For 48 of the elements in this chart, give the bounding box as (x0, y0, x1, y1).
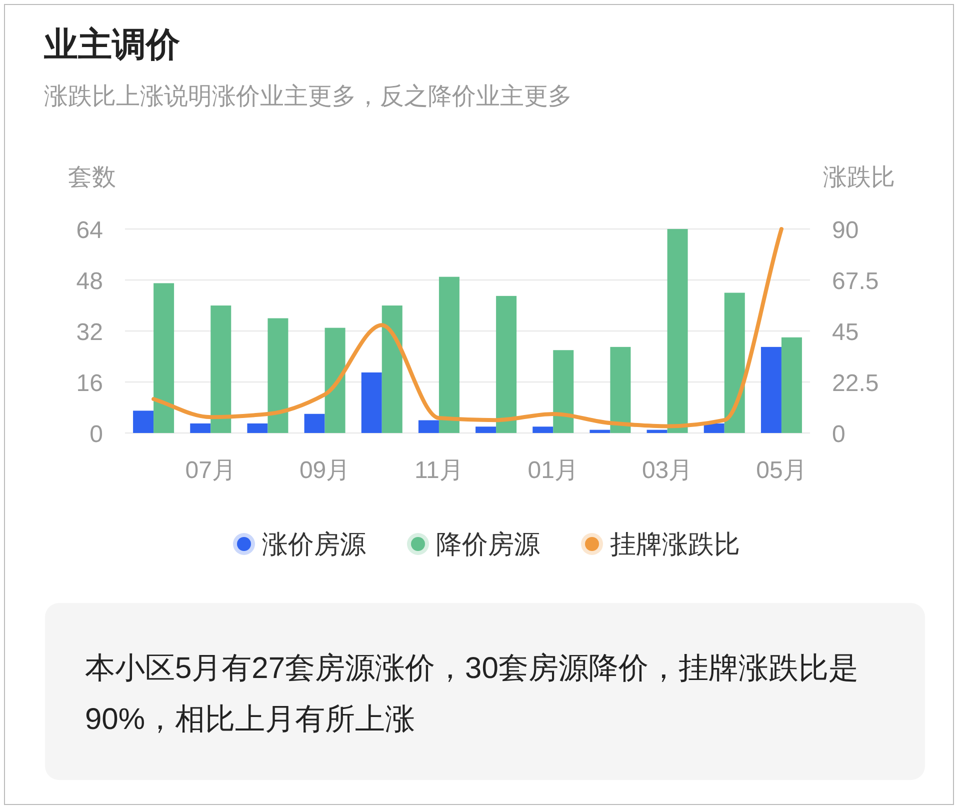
bar (667, 229, 688, 433)
bar (646, 430, 668, 433)
bar (268, 318, 288, 433)
bar (133, 410, 154, 433)
y-tick-label: 32 (76, 319, 103, 346)
bar (610, 346, 631, 433)
bar (724, 292, 745, 433)
y-tick-label: 16 (76, 370, 103, 397)
x-tick-label: 11月 (414, 457, 464, 484)
legend-label: 挂牌涨跌比 (610, 529, 740, 559)
legend-label: 涨价房源 (262, 529, 366, 559)
bar (154, 283, 174, 433)
y-axis-title: 套数 (68, 164, 116, 191)
chart-title: 业主调价 (44, 25, 180, 66)
y2-tick-label: 45 (832, 319, 859, 346)
bar (704, 423, 724, 433)
bar (304, 414, 325, 433)
y-tick-label: 48 (76, 268, 103, 295)
bar (324, 328, 346, 433)
legend-label: 降价房源 (436, 529, 540, 559)
bar (781, 337, 802, 433)
y2-tick-label: 0 (832, 421, 846, 448)
y-tick-label: 0 (90, 421, 103, 448)
bar (190, 423, 211, 433)
bar (438, 276, 460, 433)
bar (210, 306, 232, 433)
x-tick-label: 01月 (528, 457, 578, 484)
y2-axis-title: 涨跌比 (823, 164, 895, 191)
x-tick-label: 09月 (299, 457, 350, 484)
y2-tick-label: 22.5 (832, 370, 879, 397)
y-tick-label: 64 (76, 217, 103, 244)
text: 本小区5月有27套房源涨价，30套房源降价，挂牌涨跌比是90%，相比上月有所上涨 (85, 651, 860, 738)
chart-subtitle: 涨跌比上涨说明涨价业主更多，反之降价业主更多 (44, 82, 572, 112)
bar (382, 306, 402, 433)
bar (476, 426, 496, 433)
bar (496, 296, 517, 433)
bar (760, 346, 782, 433)
x-tick-label: 05月 (756, 457, 807, 484)
bar (361, 372, 382, 433)
y2-tick-label: 90 (832, 217, 859, 244)
x-tick-label: 07月 (185, 457, 236, 484)
y2-tick-label: 67.5 (832, 268, 879, 295)
bar (247, 423, 268, 433)
x-tick-label: 03月 (642, 457, 693, 484)
bar (532, 426, 554, 433)
bar (553, 350, 574, 433)
bar (590, 430, 610, 433)
bar (418, 420, 439, 433)
